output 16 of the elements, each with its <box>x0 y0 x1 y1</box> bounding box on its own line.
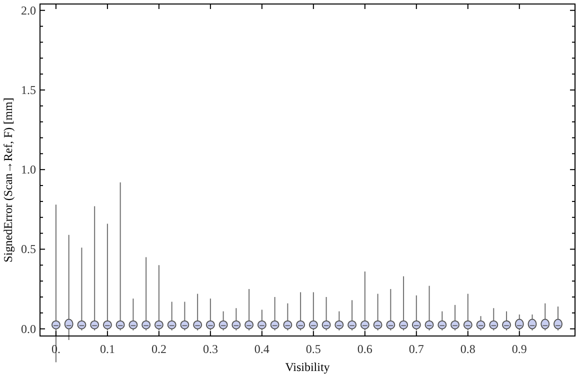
x-tick-label: 0.4 <box>254 342 270 356</box>
y-tick-label: 0.5 <box>21 242 36 256</box>
y-tick-label: 1.0 <box>21 162 36 177</box>
y-tick-label: 1.5 <box>21 82 36 97</box>
x-tick-label: 0.6 <box>357 342 372 356</box>
y-axis-title: SignedError (Scan→Ref, F) [mm] <box>1 98 15 262</box>
x-tick-label: 0.2 <box>151 342 166 356</box>
x-tick-label: 0.1 <box>100 342 115 356</box>
x-tick-label: 0.9 <box>512 342 527 356</box>
y-tick-label: 2.0 <box>21 3 36 18</box>
y-tick-label: 0.0 <box>21 322 36 336</box>
x-tick-label: 0.3 <box>202 342 218 356</box>
x-tick-label: 0.8 <box>460 342 476 356</box>
x-tick-label: 0.7 <box>408 342 424 356</box>
x-axis-title: Visibility <box>285 360 330 374</box>
x-tick-label: 0.5 <box>306 342 321 356</box>
